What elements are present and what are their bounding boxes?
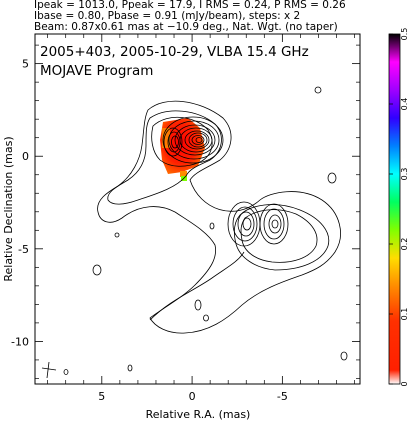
y-tick-label: -10 xyxy=(11,335,29,348)
colorbar-tick-label: 0.4 xyxy=(400,98,409,111)
colorbar-tick-label: 0 xyxy=(400,381,409,386)
map-subtitle: MOJAVE Program xyxy=(40,63,153,79)
y-axis-label: Relative Declination (mas) xyxy=(2,136,15,281)
map-title: 2005+403, 2005-10-29, VLBA 15.4 GHz xyxy=(40,44,309,60)
y-tick-label: 0 xyxy=(22,150,29,163)
polarization-image xyxy=(160,118,205,181)
x-tick-label: 5 xyxy=(98,390,105,403)
colorbar-tick-label: 0.5 xyxy=(400,28,409,41)
beam-marker xyxy=(41,361,57,379)
x-tick-label: 0 xyxy=(189,390,196,403)
y-tick-label: -5 xyxy=(18,243,29,256)
header-line-2: Ibase = 0.80, Pbase = 0.91 (mJy/beam), s… xyxy=(34,10,301,22)
x-axis-label: Relative R.A. (mas) xyxy=(146,408,251,421)
axis-ticks: 5 0 -5 5 0 -5 -10 xyxy=(11,34,360,403)
plot-frame xyxy=(34,33,361,385)
colorbar-tick-label: 0.2 xyxy=(400,238,409,251)
colorbar xyxy=(388,33,401,385)
colorbar-tick-label: 0.1 xyxy=(400,308,409,321)
header-line-1: Ipeak = 1013.0, Ppeak = 17.9, I RMS = 0.… xyxy=(34,0,346,11)
y-tick-label: 5 xyxy=(22,58,29,71)
header-line-3: Beam: 0.87x0.61 mas at −10.9 deg., Nat. … xyxy=(34,21,338,33)
x-tick-label: -5 xyxy=(277,390,288,403)
colorbar-tick-label: 0.3 xyxy=(400,168,409,181)
colorbar-ticks: 0 0.1 0.2 0.3 0.4 0.5 xyxy=(389,28,409,387)
intensity-contours xyxy=(63,86,348,375)
